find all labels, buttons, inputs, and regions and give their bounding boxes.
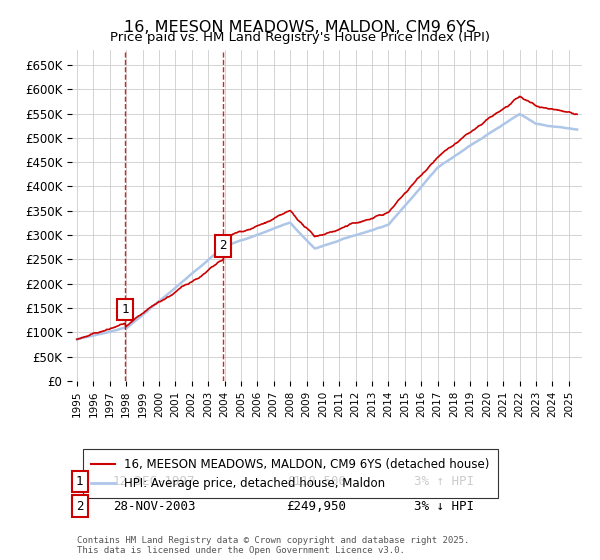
Text: 1: 1 xyxy=(76,475,83,488)
Text: 28-NOV-2003: 28-NOV-2003 xyxy=(113,500,196,513)
Text: £118,500: £118,500 xyxy=(286,475,346,488)
Text: £249,950: £249,950 xyxy=(286,500,346,513)
Text: 3% ↑ HPI: 3% ↑ HPI xyxy=(414,475,474,488)
Text: 2: 2 xyxy=(220,239,227,252)
Text: 2: 2 xyxy=(76,500,83,513)
Text: 1: 1 xyxy=(122,303,129,316)
Text: 3% ↓ HPI: 3% ↓ HPI xyxy=(414,500,474,513)
Legend: 16, MEESON MEADOWS, MALDON, CM9 6YS (detached house), HPI: Average price, detach: 16, MEESON MEADOWS, MALDON, CM9 6YS (det… xyxy=(83,450,498,498)
Text: Contains HM Land Registry data © Crown copyright and database right 2025.
This d: Contains HM Land Registry data © Crown c… xyxy=(77,536,469,556)
Text: 12-DEC-1997: 12-DEC-1997 xyxy=(113,475,196,488)
Text: 16, MEESON MEADOWS, MALDON, CM9 6YS: 16, MEESON MEADOWS, MALDON, CM9 6YS xyxy=(124,20,476,35)
Text: Price paid vs. HM Land Registry's House Price Index (HPI): Price paid vs. HM Land Registry's House … xyxy=(110,31,490,44)
